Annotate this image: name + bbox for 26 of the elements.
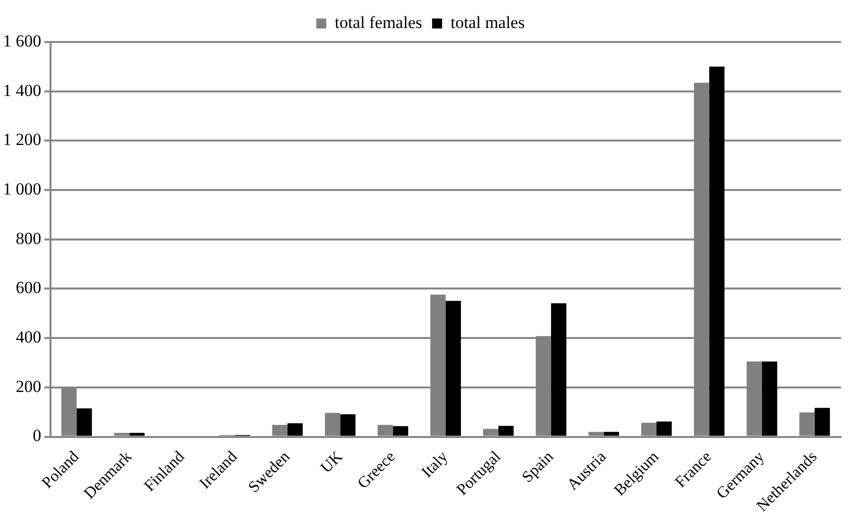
- bar: [814, 408, 830, 436]
- y-tick-label: 400: [16, 328, 42, 347]
- y-tick-label: 1 400: [3, 80, 42, 100]
- bar: [656, 421, 672, 436]
- bar: [551, 303, 566, 436]
- bar: [287, 423, 303, 436]
- y-tick-label: 1 200: [3, 130, 42, 150]
- x-tick-label: Italy: [418, 448, 452, 482]
- bar: [604, 432, 620, 436]
- bar: [340, 414, 356, 436]
- bar: [762, 362, 778, 436]
- bar: [392, 426, 408, 436]
- bar: [76, 408, 92, 436]
- bar: [446, 300, 461, 436]
- y-tick-label: 800: [16, 228, 42, 248]
- bar: [129, 432, 145, 436]
- legend-label: total females: [334, 12, 422, 32]
- y-tick-label: 0: [32, 426, 42, 446]
- legend-label: total males: [450, 12, 525, 32]
- y-tick-label: 1 000: [3, 180, 42, 199]
- y-tick-label: 1 600: [3, 31, 42, 50]
- bar: [498, 426, 514, 436]
- y-tick-label: 200: [16, 376, 42, 396]
- bar: [709, 66, 724, 436]
- y-tick-label: 600: [16, 278, 42, 298]
- x-tick-label: UK: [318, 448, 346, 477]
